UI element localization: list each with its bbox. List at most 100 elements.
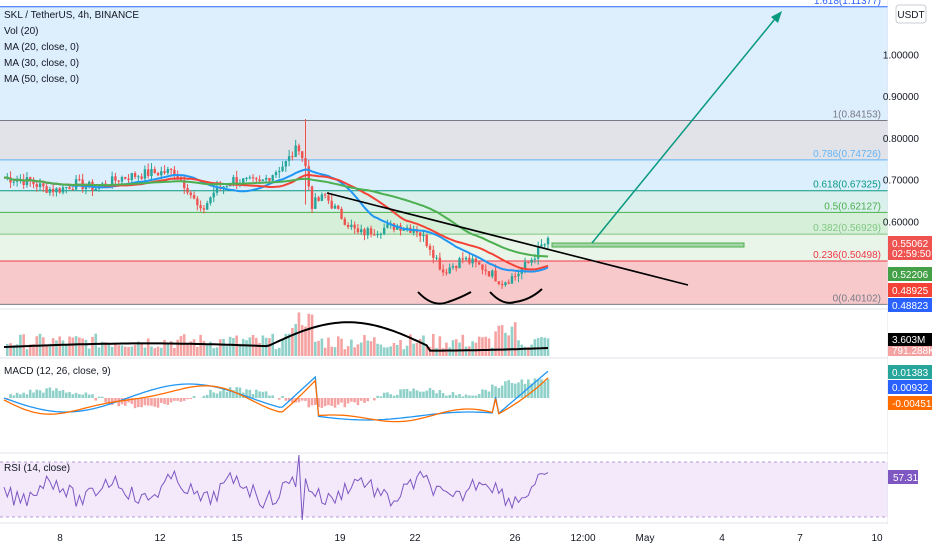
macd-histogram-bar: [215, 393, 219, 398]
candle-body: [183, 180, 186, 189]
volume-bar: [359, 342, 363, 356]
price-tag-countdown: 02:59:50: [892, 249, 931, 260]
macd-histogram-bar: [395, 394, 399, 398]
macd-histogram-bar: [300, 398, 304, 401]
candle-body: [264, 177, 268, 180]
volume-bar: [435, 347, 438, 356]
macd-histogram-bar: [373, 398, 376, 401]
descending-trendline[interactable]: [326, 192, 689, 286]
indicator-ma30[interactable]: MA (30, close, 0): [4, 58, 79, 69]
volume-bar: [84, 339, 88, 356]
volume-bar: [343, 349, 347, 356]
candle-body: [199, 205, 202, 209]
symbol-title[interactable]: SKL / TetherUS, 4h, BINANCE: [4, 10, 139, 21]
candle-body: [471, 258, 474, 264]
candle-body: [251, 177, 255, 179]
macd-histogram-bar: [454, 395, 458, 398]
indicator-vol[interactable]: Vol (20): [4, 26, 38, 37]
macd-histogram-bar: [438, 390, 442, 398]
fib-zone: [0, 6, 888, 121]
left-shoulder-curve: [417, 291, 472, 305]
fib-level-label: 0.236(0.50498): [813, 250, 881, 261]
macd-histogram-bar: [228, 387, 232, 398]
volume-bar: [9, 343, 12, 356]
volume-bar: [451, 340, 455, 356]
volume-bar: [294, 323, 297, 356]
volume-bar: [310, 314, 314, 356]
macd-histogram-bar: [346, 398, 350, 404]
candle-body: [166, 169, 170, 174]
volume-bar: [405, 345, 409, 356]
macd-histogram-bar: [25, 394, 29, 398]
macd-histogram-bar: [32, 392, 35, 398]
macd-histogram-bar: [291, 398, 294, 403]
indicator-ma20[interactable]: MA (20, close, 0): [4, 42, 79, 53]
macd-histogram-bar: [137, 398, 140, 407]
candle-body: [71, 189, 75, 191]
volume-bar: [432, 333, 435, 356]
volume-bar: [42, 337, 45, 356]
macd-label[interactable]: MACD (12, 26, close, 9): [4, 366, 111, 377]
volume-bar: [150, 346, 153, 356]
candle-body: [500, 283, 504, 286]
time-tick-label: 7: [797, 533, 803, 544]
candle-body: [297, 145, 301, 152]
candle-body: [143, 169, 147, 179]
candle-body: [137, 176, 140, 178]
macd-histogram-bar: [415, 390, 419, 398]
candle-body: [330, 200, 333, 209]
macd-histogram-bar: [494, 386, 497, 398]
macd-histogram-bar: [517, 382, 520, 398]
volume-bar: [81, 338, 84, 356]
macd-histogram-bar: [64, 392, 68, 398]
macd-histogram-bar: [189, 398, 193, 400]
macd-histogram-bar: [382, 392, 386, 398]
target-arrow[interactable]: [591, 13, 780, 244]
macd-histogram-bar: [225, 391, 229, 398]
volume-bar: [274, 349, 278, 356]
volume-bar: [356, 344, 360, 356]
macd-histogram-bar: [15, 392, 19, 398]
volume-bar: [284, 333, 288, 356]
rsi-tag: [888, 470, 918, 484]
volume-ma-tag-value: 3.603M: [892, 335, 925, 346]
candle-body: [422, 234, 425, 236]
macd-histogram-bar: [9, 394, 12, 398]
volume-bar: [323, 347, 327, 356]
time-tick-label: 12:00: [570, 533, 595, 544]
macd-histogram-bar: [363, 398, 366, 403]
candle-body: [245, 177, 248, 179]
price-tag-value: 0.48823: [892, 301, 929, 312]
fib-level-label: 0.786(0.74726): [813, 149, 881, 160]
candle-body: [271, 175, 274, 181]
candle-body: [291, 156, 294, 158]
macd-histogram-bar: [143, 398, 147, 406]
volume-bar: [258, 343, 261, 356]
volume-bar: [477, 336, 481, 356]
candle-body: [323, 194, 327, 196]
currency-button[interactable]: USDT: [895, 4, 927, 24]
candle-body: [32, 180, 35, 185]
candle-body: [373, 234, 376, 236]
candle-body: [533, 258, 537, 260]
time-tick-label: 19: [334, 533, 346, 544]
macd-histogram-bar: [510, 382, 514, 398]
fib-zone: [0, 120, 888, 160]
candle-body: [94, 188, 97, 191]
volume-bar: [117, 345, 120, 356]
volume-bar: [530, 344, 533, 356]
macd-histogram-bar: [12, 395, 16, 398]
time-axis[interactable]: 8 12 15 19 22 26 12:00 May 4 7 10: [0, 524, 888, 550]
indicator-ma50[interactable]: MA (50, close, 0): [4, 74, 79, 85]
fibonacci-zones: [0, 6, 888, 305]
target-arrow-head: [771, 11, 782, 23]
rsi-label[interactable]: RSI (14, close): [4, 463, 70, 474]
macd-histogram-bar: [268, 395, 271, 398]
volume-bar: [395, 344, 399, 356]
breakout-level-box[interactable]: [551, 242, 745, 248]
candle-body: [205, 203, 209, 210]
macd-histogram-bar: [487, 391, 491, 398]
macd-histogram-bar: [464, 394, 468, 398]
